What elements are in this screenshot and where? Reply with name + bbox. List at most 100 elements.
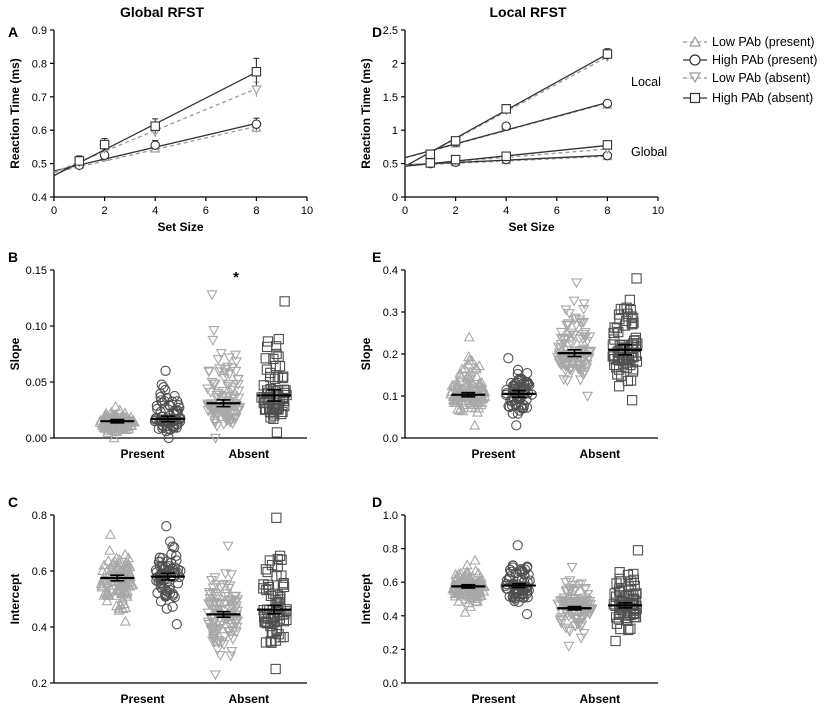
scatter-point-high-pab-present xyxy=(153,423,164,435)
scatter-point-high-pab-present xyxy=(521,402,533,413)
scatter-point-low-pab-present xyxy=(112,583,124,594)
scatter-point-low-pab-absent xyxy=(206,377,218,388)
y-tick-label: 0.0 xyxy=(383,678,398,690)
annotation-global: Global xyxy=(631,145,667,159)
scatter-point-high-pab-absent xyxy=(279,296,290,307)
scatter-point-low-pab-absent xyxy=(555,613,567,624)
y-tick-label: 0.8 xyxy=(32,510,47,522)
y-tick-label: 0.2 xyxy=(383,349,398,361)
scatter-point-high-pab-present xyxy=(507,560,519,572)
scatter-point-low-pab-absent xyxy=(578,305,590,316)
scatter-point-high-pab-absent xyxy=(609,322,620,333)
scatter-point-low-pab-absent xyxy=(203,599,215,610)
scatter-point-high-pab-absent xyxy=(265,636,276,647)
scatter-point-high-pab-absent xyxy=(627,366,639,377)
scatter-point-high-pab-present xyxy=(513,374,524,385)
scatter-point-low-pab-absent xyxy=(214,650,226,661)
y-tick-label: 0.4 xyxy=(32,192,47,204)
scatter-point-high-pab-absent xyxy=(260,564,272,575)
y-tick-label: 0.4 xyxy=(383,265,398,277)
scatter-point-low-pab-absent xyxy=(221,589,233,600)
scatter-point-low-pab-absent xyxy=(215,349,227,359)
scatter-point-high-pab-absent xyxy=(272,553,283,565)
scatter-point-low-pab-absent xyxy=(213,638,225,649)
scatter-point-low-pab-absent xyxy=(209,637,221,648)
scatter-point-high-pab-absent xyxy=(608,327,619,339)
scatter-point-high-pab-absent xyxy=(625,623,636,634)
data-point-all-high-pab-present xyxy=(150,140,160,150)
scatter-point-low-pab-absent xyxy=(230,366,242,377)
scatter-point-low-pab-absent xyxy=(563,641,575,652)
legend-label-low-pab-absent: Low PAb (absent) xyxy=(712,71,810,85)
scatter-point-high-pab-absent xyxy=(615,303,626,315)
scatter-point-low-pab-present xyxy=(108,432,120,443)
axes-d-top xyxy=(404,30,658,198)
scatter-point-low-pab-absent xyxy=(225,570,238,581)
data-point-local-high-pab-absent xyxy=(425,149,436,159)
chart-c-global-intercept: 0.2 0.4 0.6 0.8 Intercept Present Absent xyxy=(8,510,307,705)
scatter-point-high-pab-present xyxy=(157,397,168,408)
scatter-point-low-pab-present xyxy=(450,568,462,579)
legend-label-low-pab-present: Low PAb (present) xyxy=(712,35,815,49)
category-label-absent: Absent xyxy=(228,447,269,461)
x-tick-label: 4 xyxy=(503,205,509,217)
scatter-point-high-pab-absent xyxy=(260,353,271,364)
scatter-point-low-pab-absent xyxy=(208,604,220,615)
scatter-point-low-pab-present xyxy=(460,395,472,406)
y-axis-label: Reaction Time (ms) xyxy=(359,58,373,168)
chart-a-global-rt: 0.4 0.5 0.6 0.7 0.8 0.9 0 2 4 6 8 10 Set Size Reactio… xyxy=(8,25,313,234)
scatter-point-low-pab-absent xyxy=(218,374,230,385)
x-tick-label: 2 xyxy=(453,205,459,217)
scatter-point-low-pab-absent xyxy=(571,619,584,630)
scatter-point-low-pab-absent xyxy=(210,580,222,591)
scatter-point-high-pab-absent xyxy=(271,427,283,438)
scatter-point-high-pab-absent xyxy=(628,568,639,580)
scatter-point-low-pab-absent xyxy=(571,613,583,624)
scatter-point-high-pab-absent xyxy=(628,317,639,329)
scatter-point-high-pab-absent xyxy=(270,341,282,352)
y-tick-label: 0.15 xyxy=(26,265,47,277)
axes-a xyxy=(53,30,307,198)
x-tick-label: 0 xyxy=(402,205,408,217)
scatter-point-low-pab-absent xyxy=(206,290,218,301)
scatter-point-low-pab-absent xyxy=(580,583,592,594)
scatter-point-low-pab-absent xyxy=(581,595,593,606)
scatter-point-low-pab-absent xyxy=(226,595,238,606)
scatter-point-low-pab-present xyxy=(104,528,116,539)
y-axis-label: Slope xyxy=(359,337,373,370)
scatter-point-low-pab-present xyxy=(449,396,461,407)
scatter-point-low-pab-present xyxy=(100,575,112,586)
scatter-point-low-pab-present xyxy=(472,591,484,602)
scatter-point-high-pab-absent xyxy=(273,351,284,362)
scatter-point-high-pab-absent xyxy=(623,581,634,592)
y-tick-label: 1.0 xyxy=(383,510,398,522)
scatter-point-low-pab-absent xyxy=(209,379,221,390)
y-tick-label: 0.8 xyxy=(383,544,398,556)
scatter-point-high-pab-absent xyxy=(620,315,632,327)
scatter-point-low-pab-absent xyxy=(222,415,235,426)
scatter-point-low-pab-present xyxy=(96,579,108,590)
scatter-point-low-pab-present xyxy=(459,569,471,580)
scatter-point-high-pab-present xyxy=(150,565,162,576)
scatter-point-high-pab-present xyxy=(161,521,172,532)
data-point-local-high-pab-absent xyxy=(602,49,613,59)
scatter-point-low-pab-absent xyxy=(558,375,570,386)
scatter-point-low-pab-present xyxy=(105,406,117,417)
scatter-point-low-pab-present xyxy=(121,587,133,598)
scatter-point-low-pab-present xyxy=(459,362,471,373)
legend-label-high-pab-present: High PAb (present) xyxy=(712,53,817,67)
scatter-point-low-pab-absent xyxy=(229,604,242,615)
scatter-point-low-pab-absent xyxy=(223,583,235,594)
y-axis-label: Reaction Time (ms) xyxy=(8,58,22,168)
scatter-point-high-pab-present xyxy=(510,592,521,603)
scatter-point-low-pab-absent xyxy=(578,628,590,639)
scatter-point-low-pab-absent xyxy=(222,541,234,552)
y-axis-label: Intercept xyxy=(359,574,373,625)
scatter-point-high-pab-absent xyxy=(628,364,639,375)
scatter-point-low-pab-present xyxy=(111,425,123,436)
scatter-point-high-pab-absent xyxy=(615,623,626,635)
data-point-all-high-pab-absent xyxy=(150,121,160,131)
y-tick-label: 0.6 xyxy=(32,125,47,137)
scatter-point-high-pab-absent xyxy=(261,341,273,353)
y-tick-label: 0.8 xyxy=(32,58,47,70)
